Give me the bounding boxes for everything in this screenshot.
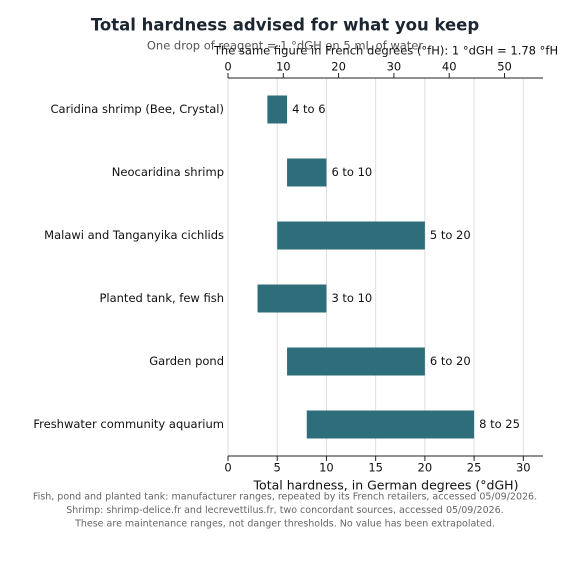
x2-tick-label: 10 [276,60,291,74]
chart-title: Total hardness advised for what you keep [91,16,480,35]
x2-tick-label: 30 [387,60,402,74]
y-tick-label: Freshwater community aquarium [33,417,224,431]
footnote: Shrimp: shrimp-delice.fr and lecrevettil… [66,505,503,516]
bar [306,410,475,439]
x-tick-label: 20 [418,461,433,475]
x2-tick-label: 40 [442,60,457,74]
x-tick-label: 15 [368,461,383,475]
y-tick-label: Garden pond [149,354,224,368]
x2-tick-label: 20 [331,60,346,74]
bar [287,158,327,187]
x-tick-label: 25 [467,461,482,475]
bar [267,95,288,124]
value-label: 3 to 10 [331,291,372,305]
value-label: 4 to 6 [292,102,326,116]
y-tick-label: Planted tank, few fish [99,291,224,305]
value-label: 8 to 25 [479,417,520,431]
bar [287,347,425,376]
x-tick-label: 0 [224,461,231,475]
y-tick-label: Caridina shrimp (Bee, Crystal) [51,102,224,116]
chart-subtitle: One drop of reagent = 1 °dGH on 5 mL of … [147,39,424,53]
x-tick-label: 10 [319,461,334,475]
x-tick-label: 30 [516,461,531,475]
value-label: 6 to 10 [331,165,372,179]
bar [277,221,425,250]
x-axis-label: Total hardness, in German degrees (°dGH) [253,478,519,493]
x2-tick-label: 0 [224,60,231,74]
x2-tick-label: 50 [497,60,512,74]
bar [257,284,327,313]
y-tick-label: Neocaridina shrimp [112,165,224,179]
x2-axis-label: The same figure in French degrees (°fH):… [213,44,558,58]
footnote: Fish, pond and planted tank: manufacture… [33,492,537,503]
value-label: 5 to 20 [430,228,471,242]
value-label: 6 to 20 [430,354,471,368]
footnote: These are maintenance ranges, not danger… [74,519,495,530]
x-tick-label: 5 [274,461,281,475]
y-tick-label: Malawi and Tanganyika cichlids [44,228,224,242]
